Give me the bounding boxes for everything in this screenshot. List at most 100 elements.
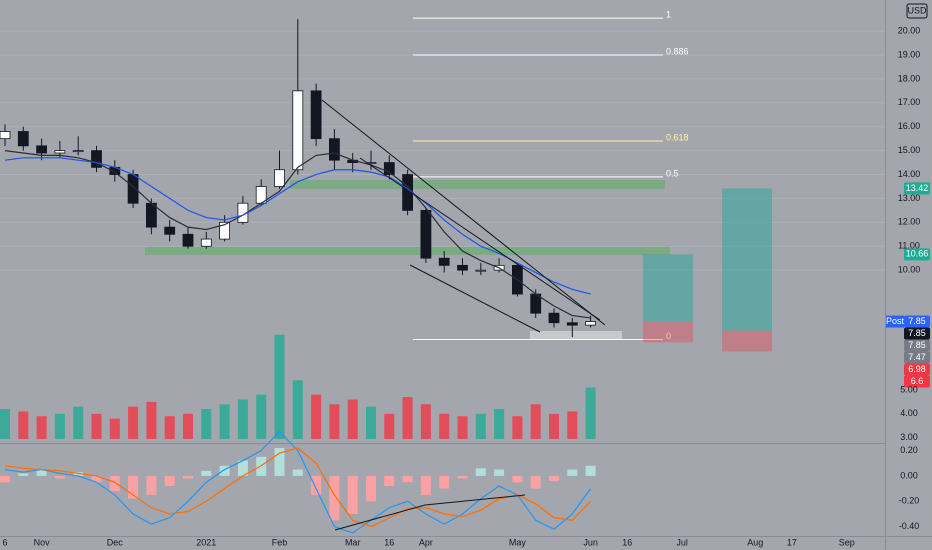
volume-bar [164,416,175,439]
candle-body [438,257,450,266]
currency: USD [907,5,927,15]
candle-body [585,321,596,326]
x-tick-label: Nov [34,537,51,547]
histogram-bar [347,475,358,514]
candle-body [328,138,340,161]
volume-bar [530,404,541,439]
histogram-bar [494,469,505,476]
position-stop [722,330,772,352]
fib-label: 0.5 [666,168,679,178]
x-tick-label: Feb [272,537,288,547]
price-tag [904,375,930,388]
volume-bar [512,416,523,439]
x-tick-label: Jun [583,537,598,547]
y-tick-label: 11.00 [898,241,920,251]
histogram-bar [18,473,29,476]
volume-bar [347,399,358,439]
x-tick-label: Dec [107,537,124,547]
histogram-bar [91,475,102,483]
candle-body [200,238,212,247]
histogram-bar [567,469,578,476]
histogram-bar [36,469,47,476]
candle-body [420,209,432,259]
volume-bar [73,406,84,439]
histogram-bar [549,475,559,481]
histogram-bar [292,469,303,476]
price-tag-label: 7.85 [908,328,926,338]
histogram-bar [219,465,230,476]
histogram-bar [530,475,541,489]
y-tick-label: 20.00 [898,25,921,35]
candle-body [310,90,322,140]
trend-line [321,99,606,326]
histogram-bar [164,475,175,487]
price-tag-label: 13.42 [906,183,929,193]
x-tick-label: Apr [419,537,433,547]
candle-body [164,226,176,235]
candle-body [54,150,66,154]
histogram-bar [512,475,523,483]
volume-bar [0,409,10,439]
histogram-bar [73,472,84,476]
volume-bar [91,413,102,439]
price-tag-label: 6.98 [908,364,926,374]
y-tick-label: 17.00 [898,97,921,107]
volume-bar [311,394,322,439]
x-tick-label: May [509,537,527,547]
fib-label: 0 [666,331,671,341]
y-tick-label: 0.20 [900,445,918,455]
price-tag-name: Post [886,316,905,326]
candle-body [145,202,157,228]
candle-body [548,312,560,324]
candle-body [91,150,102,168]
y-tick-label: 10.00 [898,265,921,275]
histogram-bar [183,475,193,479]
price-tag [904,363,930,376]
price-tag-label: 7.47 [908,352,926,362]
volume-bar [402,397,413,439]
volume-bar [585,387,596,439]
candle-body [72,150,84,153]
y-tick-label: 15.00 [898,145,921,155]
histogram-bar [146,475,157,495]
volume-bar [109,418,120,439]
position-target [643,254,693,322]
volume-bar [256,394,267,439]
right-axis [886,0,932,550]
price-tag [904,248,930,261]
fib-label: 0.886 [666,46,689,56]
y-tick-label: 3.00 [900,432,918,442]
volume-bar [183,413,193,439]
x-tick-label: 16 [622,537,632,547]
currency-box [906,3,928,19]
histogram-bar [402,475,413,483]
price-tag [886,315,904,328]
fib-label: 0.618 [666,132,689,142]
volume-bar [567,411,578,439]
histogram-bar [475,468,486,476]
volume-bar [292,380,303,439]
volume-bar [274,334,285,439]
x-tick-label: Sep [839,537,855,547]
y-tick-label: 18.00 [898,73,921,83]
price-tag [904,315,930,328]
y-tick-label: -0.40 [899,521,920,531]
y-tick-label: 14.00 [898,169,921,179]
plot: 10.0011.0012.0013.0014.0015.0016.0017.00… [0,10,930,547]
candle-body [566,322,578,326]
volume-bar [18,411,29,439]
histogram-bar [439,475,450,489]
y-tick-label: 16.00 [898,121,921,131]
position-target [722,188,772,331]
price-tag-label: 6.6 [911,376,924,386]
volume-bar [549,413,559,439]
trend-line [359,157,601,321]
volume-bar [384,413,395,439]
price-tag-label: 10.66 [906,249,929,259]
volume-bar [128,406,139,439]
y-tick-label: 19.00 [898,49,921,59]
y-tick-label: 5.00 [900,384,918,394]
